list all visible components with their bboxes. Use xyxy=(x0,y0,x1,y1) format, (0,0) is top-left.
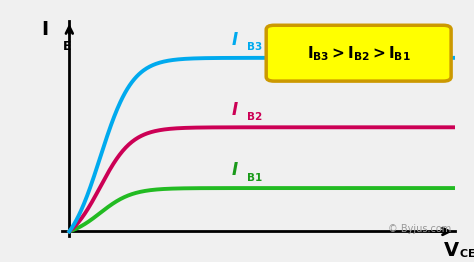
Text: B2: B2 xyxy=(247,112,262,122)
FancyBboxPatch shape xyxy=(266,25,451,81)
Text: I: I xyxy=(231,31,237,49)
Text: $\mathbf{V}$: $\mathbf{V}$ xyxy=(444,241,460,260)
Text: $\mathbf{I}$: $\mathbf{I}$ xyxy=(41,20,48,39)
Text: $\mathbf{E}$: $\mathbf{E}$ xyxy=(62,41,71,53)
Text: I: I xyxy=(231,101,237,119)
Text: $\mathbf{CE}$: $\mathbf{CE}$ xyxy=(459,247,474,259)
Text: I: I xyxy=(231,161,237,179)
Text: © Byjus.com: © Byjus.com xyxy=(388,224,451,234)
Text: B1: B1 xyxy=(247,173,262,183)
Text: $\mathbf{I_{B3} > I_{B2} > I_{B1}}$: $\mathbf{I_{B3} > I_{B2} > I_{B1}}$ xyxy=(307,44,410,63)
Text: B3: B3 xyxy=(247,42,262,52)
